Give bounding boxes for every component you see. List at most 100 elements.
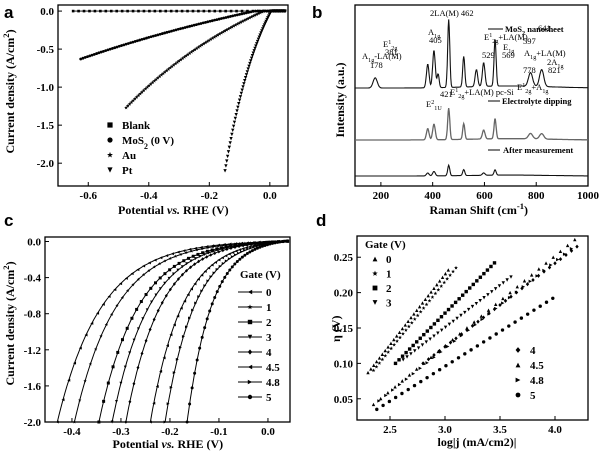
panel-b-peak-annotation: 529: [482, 50, 495, 60]
panel-d-point-0: [374, 359, 379, 364]
panel-a-pt-point: [223, 169, 227, 173]
panel-c-point-5: [270, 241, 274, 245]
panel-c-point-4: [237, 244, 241, 249]
panel-a-au-point: [161, 71, 166, 76]
panel-a-mos2-point: [138, 38, 142, 42]
panel-c-point-0: [124, 276, 128, 280]
panel-c-point-4-8: [221, 262, 225, 266]
panel-a-label: a: [4, 3, 14, 22]
panel-d-point-0: [406, 319, 410, 323]
panel-c-y-tick-label: -1.6: [24, 381, 42, 393]
panel-d-point-4-8: [377, 399, 381, 403]
panel-a-mos2-point: [147, 36, 151, 39]
legend-d-label-2: 2: [386, 283, 392, 295]
panel-c-point-4-8: [166, 402, 170, 406]
panel-d-point-0: [415, 308, 419, 312]
panel-a-au-point: [124, 105, 129, 110]
panel-c-point-4: [241, 243, 245, 248]
panel-c-point-4-5: [186, 293, 190, 297]
panel-c-point-5: [235, 259, 239, 263]
panel-d-point-5: [525, 312, 530, 316]
panel-c-point-2: [201, 251, 205, 255]
panel-c-point-2: [102, 399, 106, 403]
panel-a-mos2-point: [99, 50, 103, 54]
panel-a-au-point: [235, 22, 240, 26]
legend-d-marker-3: [372, 300, 378, 305]
panel-d-point-4-5: [472, 320, 476, 324]
panel-a-au-point: [196, 45, 201, 49]
panel-c-point-3: [132, 338, 136, 342]
panel-c-point-2: [168, 268, 172, 272]
panel-d-point-2: [400, 354, 405, 358]
panel-a-au-point: [267, 9, 272, 13]
panel-d-point-1: [392, 342, 397, 347]
panel-c-point-0: [101, 302, 105, 306]
panel-c-point-3: [150, 300, 154, 304]
panel-c-point-2: [177, 261, 181, 265]
panel-d-point-2: [436, 318, 440, 323]
panel-a-mos2-point: [210, 19, 214, 23]
panel-d-point-3: [413, 349, 417, 353]
panel-a-mos2-point: [176, 27, 180, 31]
panel-a-mos2-point: [106, 48, 110, 52]
panel-b-peak-annotation: 178: [370, 60, 383, 70]
panel-d-point-5: [450, 360, 454, 364]
panel-c-point-5: [215, 290, 219, 294]
panel-a-x-tick-label: -0.6: [80, 190, 98, 202]
panel-a-au-point: [253, 13, 257, 17]
panel-d-point-3: [432, 334, 436, 338]
panel-d-point-4: [525, 282, 530, 287]
panel-d-point-1: [448, 273, 453, 277]
panel-a-blank-point: [191, 9, 195, 13]
panel-d-point-4-8: [439, 350, 443, 354]
panel-c-point-0: [130, 272, 134, 276]
panel-a-au-point: [159, 72, 164, 77]
panel-c-point-5: [185, 420, 189, 424]
panel-a-mos2-point: [242, 11, 246, 15]
panel-c-x-tick-label: -0.1: [210, 426, 227, 438]
panel-a-mos2-point: [226, 15, 230, 19]
panel-c-point-4: [168, 287, 172, 292]
panel-d-point-4-5: [544, 261, 548, 265]
panel-d-point-4: [558, 257, 563, 262]
panel-a-mos2-point: [247, 10, 251, 14]
panel-c-point-5: [250, 249, 254, 253]
panel-c-point-4-5: [200, 273, 204, 277]
panel-c-point-4: [180, 272, 184, 277]
panel-c-point-4-8: [255, 244, 259, 248]
panel-a-pt-point: [229, 136, 233, 141]
panel-a-mos2-point: [86, 55, 89, 59]
panel-c-point-4-8: [197, 295, 201, 299]
panel-d-point-4-8: [494, 306, 498, 311]
panel-d-point-2: [485, 268, 490, 272]
legend-c-label-4: 4: [266, 347, 272, 359]
panel-a-au-point: [203, 40, 208, 45]
panel-c-x-tick-label: -0.2: [161, 426, 179, 438]
panel-a-mos2-point: [95, 52, 98, 55]
legend-c-label-0: 0: [266, 287, 272, 299]
panel-a-mos2-point: [92, 52, 96, 56]
panel-c-point-0: [170, 252, 174, 256]
panel-d-point-4-5: [508, 290, 512, 295]
panel-c-point-1: [72, 420, 77, 424]
panel-d-point-2: [492, 261, 497, 265]
panel-a-blank-point: [213, 9, 217, 13]
panel-c-point-1: [216, 244, 220, 248]
panel-d-point-5: [419, 379, 423, 384]
panel-c-point-5: [203, 326, 207, 330]
panel-d-point-3: [474, 301, 479, 306]
panel-c-point-4-8: [175, 357, 179, 361]
panel-c-point-1: [205, 245, 210, 250]
panel-d-x-tick-label: 3.0: [438, 424, 452, 436]
panel-c-point-0: [165, 254, 169, 258]
legend-d-label-0: 0: [386, 254, 392, 266]
panel-d-point-4-8: [466, 328, 471, 332]
panel-c-x-tick-label: -0.4: [63, 426, 81, 438]
panel-d-point-0: [380, 352, 385, 356]
panel-a-au-point: [214, 34, 219, 38]
panel-c-point-3: [163, 281, 167, 285]
panel-d-point-4-5: [436, 349, 440, 354]
panel-c-point-4-5: [217, 258, 221, 262]
panel-c-point-2: [135, 307, 139, 311]
panel-d-point-3: [405, 355, 409, 359]
